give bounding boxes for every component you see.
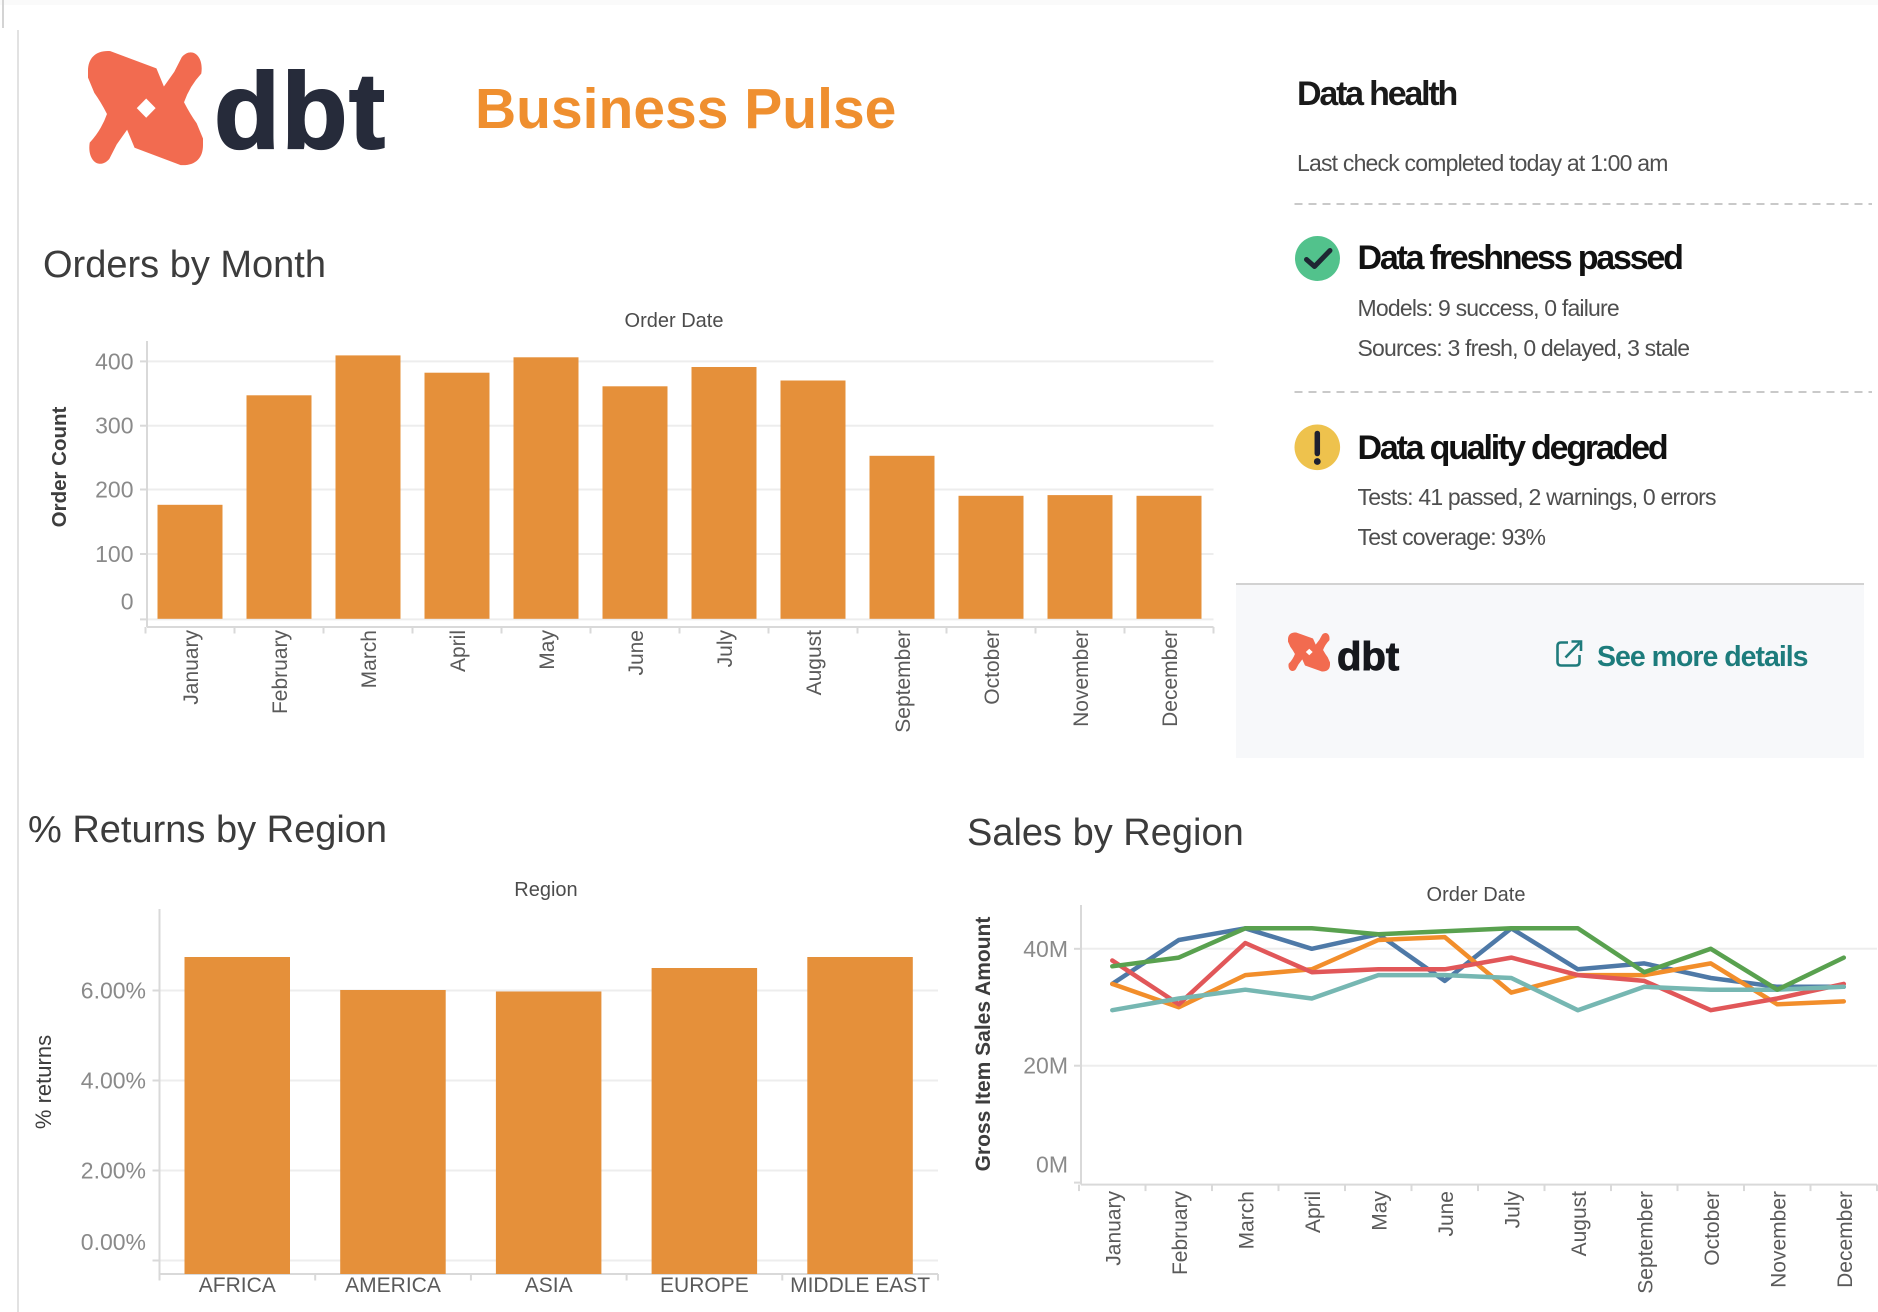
svg-text:January: January [1102, 1191, 1125, 1266]
svg-text:February: February [269, 630, 292, 715]
svg-text:300: 300 [95, 413, 133, 439]
svg-text:dbt: dbt [214, 50, 386, 171]
svg-text:April: April [1302, 1191, 1325, 1233]
svg-text:Order Date: Order Date [625, 310, 724, 332]
svg-text:October: October [1701, 1191, 1724, 1266]
svg-text:February: February [1169, 1191, 1192, 1276]
svg-text:August: August [1568, 1191, 1591, 1257]
svg-text:Test coverage: 93%: Test coverage: 93% [1358, 524, 1546, 550]
svg-text:200: 200 [95, 477, 133, 503]
svg-text:November: November [1070, 630, 1093, 727]
svg-text:May: May [1368, 1191, 1391, 1231]
svg-text:December: December [1159, 630, 1182, 727]
svg-text:0: 0 [121, 589, 134, 615]
svg-text:Sales by Region: Sales by Region [967, 812, 1244, 854]
svg-text:See more details: See more details [1597, 641, 1808, 673]
svg-text:Data health: Data health [1297, 75, 1456, 113]
svg-text:January: January [180, 630, 203, 705]
svg-text:0.00%: 0.00% [81, 1229, 146, 1255]
svg-text:Region: Region [514, 879, 577, 901]
svg-text:AFRICA: AFRICA [199, 1274, 276, 1297]
svg-text:% returns: % returns [31, 1035, 56, 1129]
svg-text:20M: 20M [1023, 1053, 1068, 1079]
svg-text:September: September [1634, 1191, 1657, 1294]
svg-text:September: September [892, 630, 915, 733]
svg-text:October: October [981, 630, 1004, 705]
svg-text:ASIA: ASIA [525, 1274, 573, 1297]
svg-text:% Returns by Region: % Returns by Region [28, 809, 387, 851]
svg-text:Orders by Month: Orders by Month [43, 244, 326, 286]
svg-text:Business Pulse: Business Pulse [475, 77, 896, 141]
svg-text:November: November [1767, 1191, 1790, 1288]
svg-text:June: June [1435, 1191, 1458, 1237]
svg-text:2.00%: 2.00% [81, 1158, 146, 1184]
svg-text:Models: 9 success, 0 failure: Models: 9 success, 0 failure [1358, 295, 1619, 321]
svg-text:March: March [358, 630, 381, 688]
svg-text:March: March [1235, 1191, 1258, 1249]
svg-text:July: July [714, 630, 737, 668]
svg-text:Tests: 41 passed, 2 warnings,: Tests: 41 passed, 2 warnings, 0 errors [1358, 484, 1717, 510]
svg-text:July: July [1501, 1191, 1524, 1229]
svg-text:June: June [625, 630, 648, 676]
svg-text:May: May [536, 630, 559, 670]
svg-text:0M: 0M [1036, 1152, 1068, 1178]
svg-text:Gross Item Sales Amount: Gross Item Sales Amount [972, 917, 995, 1172]
svg-text:6.00%: 6.00% [81, 978, 146, 1004]
svg-text:Order Date: Order Date [1427, 884, 1526, 906]
svg-text:April: April [447, 630, 470, 672]
svg-text:100: 100 [95, 541, 133, 567]
svg-text:Sources: 3 fresh, 0 delayed, 3: Sources: 3 fresh, 0 delayed, 3 stale [1358, 335, 1690, 361]
svg-text:AMERICA: AMERICA [345, 1274, 441, 1297]
svg-text:40M: 40M [1023, 936, 1068, 962]
svg-text:August: August [803, 630, 826, 696]
svg-text:MIDDLE EAST: MIDDLE EAST [790, 1274, 930, 1297]
svg-text:Order Count: Order Count [48, 406, 71, 527]
svg-text:December: December [1834, 1191, 1857, 1288]
svg-text:4.00%: 4.00% [81, 1068, 146, 1094]
svg-text:dbt: dbt [1337, 635, 1399, 679]
svg-text:EUROPE: EUROPE [660, 1274, 749, 1297]
svg-text:Data quality degraded: Data quality degraded [1358, 429, 1667, 467]
svg-text:Last check completed today at: Last check completed today at 1:00 am [1297, 150, 1668, 176]
svg-text:400: 400 [95, 348, 133, 374]
svg-text:Data freshness passed: Data freshness passed [1358, 239, 1683, 277]
